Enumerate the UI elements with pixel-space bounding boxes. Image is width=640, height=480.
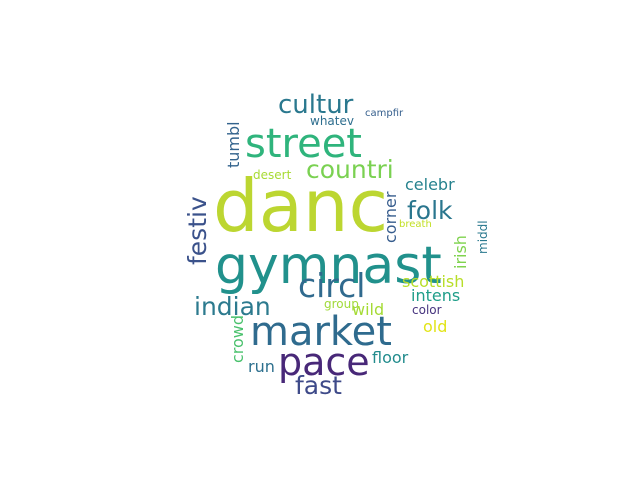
word-breath: breath bbox=[399, 219, 432, 230]
word-old: old bbox=[423, 317, 447, 336]
word-festiv: festiv bbox=[183, 196, 212, 265]
word-market: market bbox=[250, 309, 392, 355]
word-street: street bbox=[245, 121, 362, 167]
word-crowd: crowd bbox=[228, 315, 247, 363]
word-run: run bbox=[248, 357, 275, 376]
word-scottish: scottish bbox=[402, 272, 464, 291]
word-floor: floor bbox=[372, 348, 409, 367]
word-pace: pace bbox=[278, 340, 370, 384]
word-irish: irish bbox=[451, 235, 470, 269]
word-desert: desert bbox=[253, 168, 292, 182]
word-whatev: whatev bbox=[310, 114, 354, 128]
word-fast: fast bbox=[295, 371, 342, 400]
word-cultur: cultur bbox=[278, 90, 354, 120]
word-group: group bbox=[324, 297, 359, 311]
word-campfir: campfir bbox=[365, 108, 404, 119]
word-danc: danc bbox=[213, 164, 388, 248]
word-indian: indian bbox=[194, 292, 271, 321]
word-countri: countri bbox=[306, 155, 394, 184]
word-middl: middl bbox=[476, 220, 490, 254]
word-celebr: celebr bbox=[405, 175, 455, 194]
word-tumbl: tumbl bbox=[224, 121, 243, 168]
word-intens: intens bbox=[411, 286, 460, 305]
word-corner: corner bbox=[381, 191, 400, 243]
word-wild: wild bbox=[352, 300, 384, 319]
word-color: color bbox=[412, 303, 442, 317]
word-gymnast: gymnast bbox=[215, 236, 442, 296]
word-folk: folk bbox=[407, 196, 453, 225]
word-circl: circl bbox=[298, 266, 365, 305]
